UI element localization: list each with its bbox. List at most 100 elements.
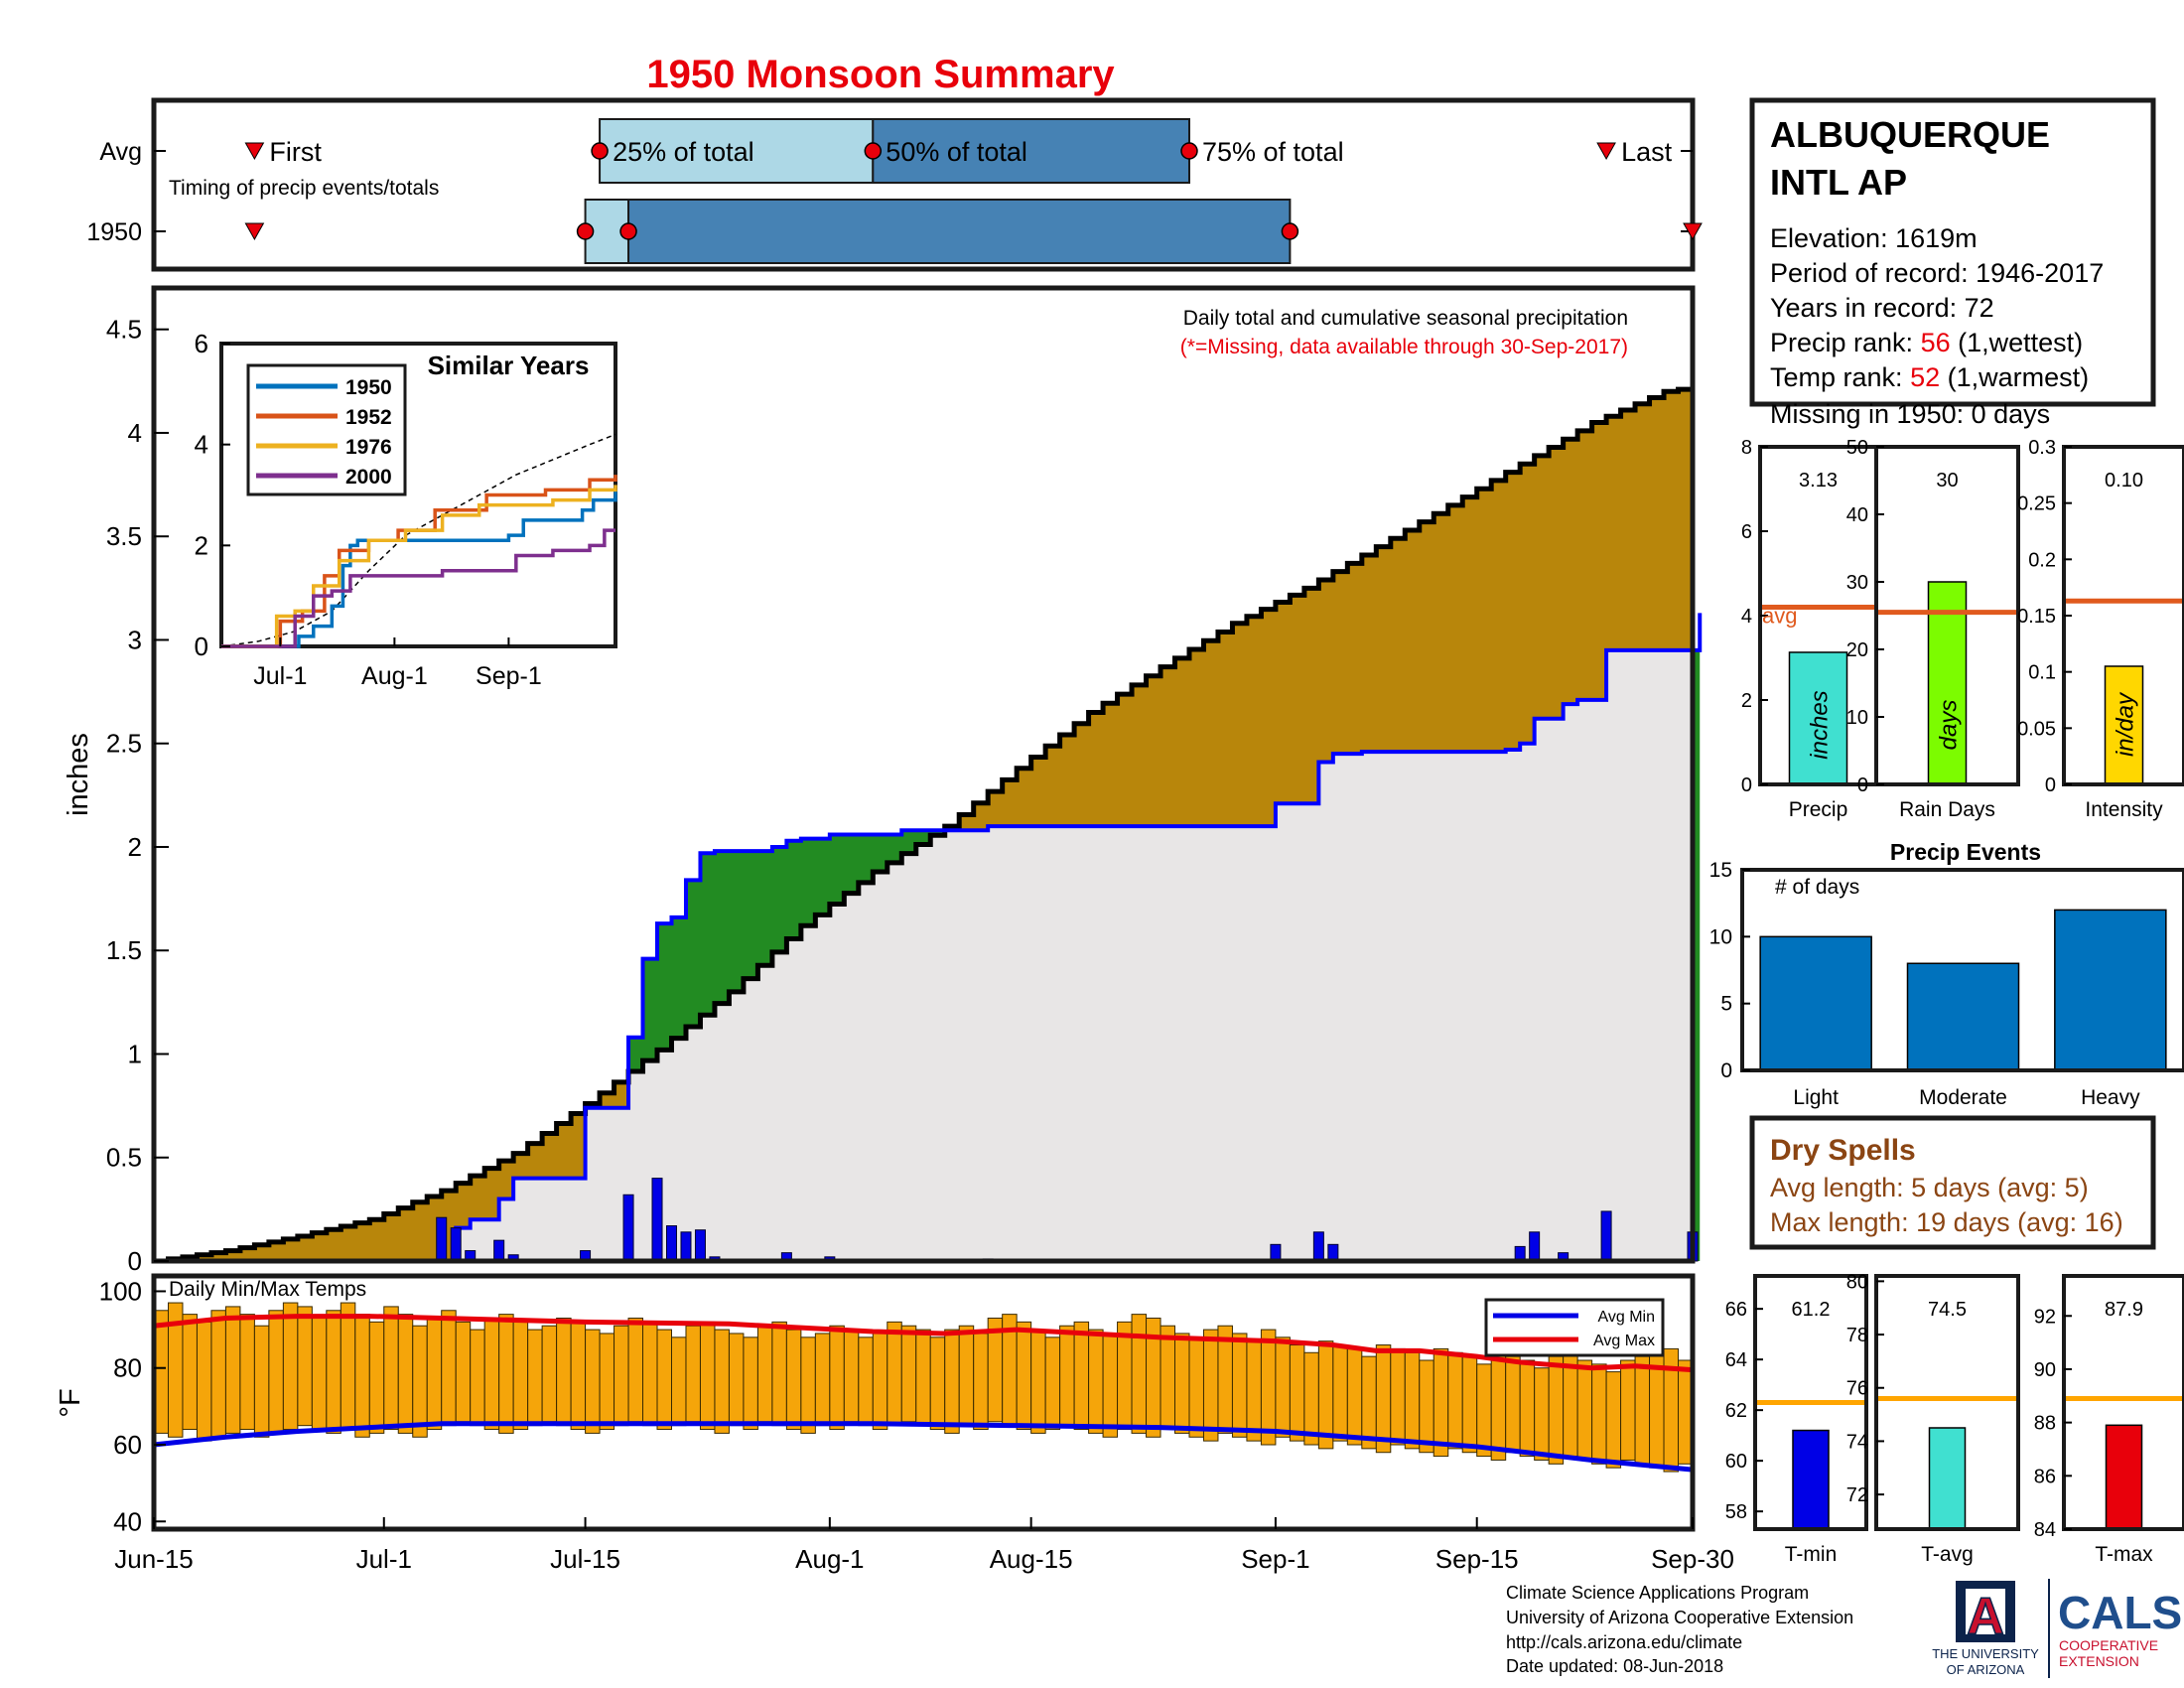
small-y-tick-label: 6 [1741,521,1752,543]
events-y-tick-label: 10 [1709,925,1732,948]
temp-range-bar [1404,1351,1421,1450]
station-name-line1: ALBUQUERQUE [1770,114,2050,155]
temp-rank-label: Temp rank: [1770,362,1910,392]
event-bar [1759,935,1872,1071]
small-panel-frame [1874,1274,2020,1531]
event-bar [1906,962,2020,1071]
dry-spells-avg: Avg length: 5 days (avg: 5) [1770,1173,2089,1202]
temp-range-bar [541,1325,558,1423]
temp-range-bar [282,1302,299,1431]
y-tick-label: 2.5 [106,729,142,759]
temp-range-bar [1202,1329,1219,1442]
summary-axis-label: T-min [1785,1543,1838,1566]
temp-range-bar [1231,1333,1248,1438]
temp-range-bar [872,1333,888,1431]
summary-avg-label: avg [1762,604,1797,629]
station-name-line2: INTL AP [1770,162,1907,203]
daily-precip-bar [622,1194,634,1262]
summary-value-label: 3.13 [1799,470,1838,492]
temp-range-bar [656,1329,672,1431]
small-y-tick-label: 90 [2034,1359,2056,1381]
footer-line1: Climate Science Applications Program [1506,1583,1809,1603]
x-tick-label: Aug-1 [795,1544,864,1574]
temperature-chart: 40 60 80 100 °F Daily Min/Max Temps Avg Min Avg… [55,1273,1734,1574]
small-y-tick-label: 80 [1846,1271,1868,1293]
temp-range-bar [714,1329,730,1434]
daily-precip-bar [436,1216,448,1262]
daily-precip-bar [665,1225,677,1262]
summary-value-bar [2105,1424,2143,1530]
timing-triangle-marker [244,142,265,161]
temp-range-bar [800,1336,816,1434]
x-tick-label: Sep-15 [1435,1544,1519,1574]
temp-range-bar [1131,1314,1148,1434]
temp-range-bar [627,1318,644,1423]
summary-bar-panels: 0 2 4 6 8 3.13 inches avg Precip 0 10 20 30 40 50 30 day… [1741,437,2184,821]
events-title: Precip Events [1890,839,2041,865]
temp-range-bar [570,1321,587,1431]
quartile-marker [576,222,595,240]
summary-value-label: 61.2 [1792,1299,1831,1321]
station-years: Years in record: 72 [1770,293,1994,323]
small-y-tick-label: 0.2 [2028,549,2056,571]
year-cumulative-line [154,613,1703,1263]
daily-precip-bar [680,1231,692,1262]
temp-range-bar [1088,1329,1104,1434]
summary-axis-label: T-avg [1921,1543,1974,1566]
temp-chart-title: Daily Min/Max Temps [169,1278,366,1301]
inset-y-tick-label: 6 [195,329,208,358]
inset-series-line [221,528,615,648]
temp-range-bar [1490,1351,1507,1461]
small-y-tick-label: 20 [1846,639,1868,661]
precip-main-chart: 0 0.5 1 1.5 2 2.5 3 3.5 4 4.5 inches Daily total an… [63,285,1703,1276]
temp-range-bar [685,1325,701,1423]
temp-range-bar [455,1321,472,1423]
temp-range-bar [614,1325,629,1427]
temp-range-bar [297,1306,313,1427]
summary-value-bar [1792,1429,1830,1530]
small-panel-frame [1874,445,2020,786]
inset-legend-label: 2000 [345,466,392,489]
dry-spells-box: Dry Spells Avg length: 5 days (avg: 5) M… [1749,1115,2156,1250]
temp-range-bar [1476,1363,1492,1458]
temp-range-bar [1044,1336,1061,1431]
events-y-tick-label: 0 [1720,1059,1732,1082]
station-temp-rank: Temp rank: 52 (1,warmest) [1770,362,2089,392]
x-tick-label: Jul-15 [550,1544,620,1574]
station-period: Period of record: 1946-2017 [1770,258,2104,288]
summary-axis-label: Rain Days [1899,798,1995,821]
y-tick-label: 2 [128,832,142,862]
events-y-tick-label: 15 [1709,859,1732,882]
ua-logo-line1: THE UNIVERSITY [1932,1646,2039,1661]
dry-spells-max: Max length: 19 days (avg: 16) [1770,1207,2123,1237]
footer-line3: http://cals.arizona.edu/climate [1506,1632,1742,1652]
temp-range-bar [512,1321,529,1431]
temp-range-bar [1174,1333,1190,1434]
quartile-marker [619,222,637,240]
logos: A THE UNIVERSITY OF ARIZONA CALS COOPERA… [1932,1579,2182,1678]
temp-plot-frame [151,1273,1696,1532]
quartile-bar-25-50 [599,118,875,184]
overlap-area [154,649,1693,1261]
temp-range-bar [987,1318,1004,1423]
last-label: Last [1621,137,1673,167]
summary-value-label: 0.10 [2105,470,2143,492]
temp-range-bar [1534,1367,1550,1461]
summary-value-label: 87.9 [2105,1299,2143,1321]
temp-range-bar [182,1314,198,1431]
avg-max-line [153,1314,1694,1373]
daily-precip-bar [450,1227,462,1262]
inset-y-tick-label: 0 [195,632,208,661]
temp-range-bar [1505,1355,1521,1454]
temp-range-bar [311,1318,328,1431]
small-y-tick-label: 88 [2034,1413,2056,1435]
main-chart-subtitle: (*=Missing, data available through 30-Se… [1180,336,1628,358]
precip-events-chart: Light Moderate Heavy 0 5 10 15 Precip Events # o… [1709,839,2184,1109]
temp-range-bar [1447,1351,1463,1450]
temp-range-bar [1433,1347,1449,1458]
avg-cumulative-line [154,386,1696,1264]
small-y-tick-label: 0 [2045,774,2056,796]
temp-range-bar [268,1310,284,1434]
small-y-tick-label: 10 [1846,707,1868,729]
